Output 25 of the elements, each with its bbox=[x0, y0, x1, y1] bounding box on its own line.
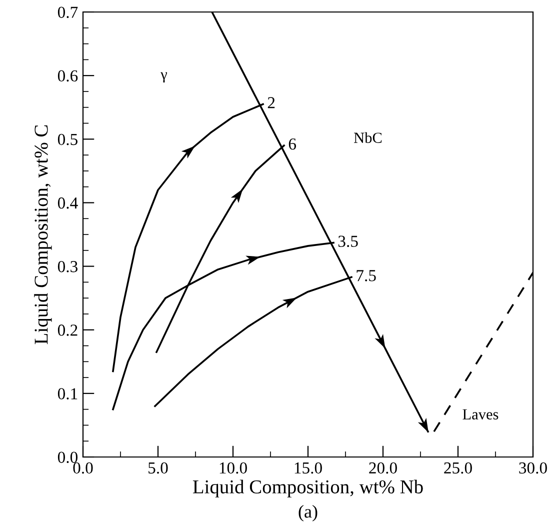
annotation: Laves bbox=[462, 409, 498, 420]
annotation: 7.5 bbox=[356, 270, 376, 282]
annotation: 3.5 bbox=[338, 236, 358, 248]
x-tick-label: 0.0 bbox=[73, 462, 93, 474]
annotation: 6 bbox=[288, 138, 296, 150]
text: (a) bbox=[298, 505, 318, 522]
y-tick-label: 0.4 bbox=[58, 197, 78, 209]
y-tick-label: 0.7 bbox=[58, 6, 78, 18]
x-tick-label: 25.0 bbox=[444, 462, 472, 474]
x-tick-label: 5.0 bbox=[148, 462, 168, 474]
annotation: γ bbox=[160, 72, 168, 82]
y-tick-label: 0.1 bbox=[58, 388, 78, 400]
x-tick-label: 30.0 bbox=[519, 462, 547, 474]
y-tick-label: 0.6 bbox=[58, 70, 78, 82]
x-tick-label: 10.0 bbox=[220, 462, 247, 474]
y-tick-label: 0.3 bbox=[58, 260, 78, 272]
y-tick-label: 0.0 bbox=[58, 452, 78, 464]
y-axis-title: Liquid Composition, wt% C bbox=[34, 125, 52, 344]
x-tick-label: 20.0 bbox=[369, 462, 397, 474]
y-tick-label: 0.5 bbox=[58, 134, 78, 146]
y-tick-label: 0.2 bbox=[58, 324, 78, 336]
annotation: NbC bbox=[354, 132, 382, 143]
x-axis-title: Liquid Composition, wt% Nb bbox=[192, 480, 423, 498]
x-tick-label: 15.0 bbox=[294, 462, 322, 474]
annotation: 2 bbox=[268, 97, 275, 108]
